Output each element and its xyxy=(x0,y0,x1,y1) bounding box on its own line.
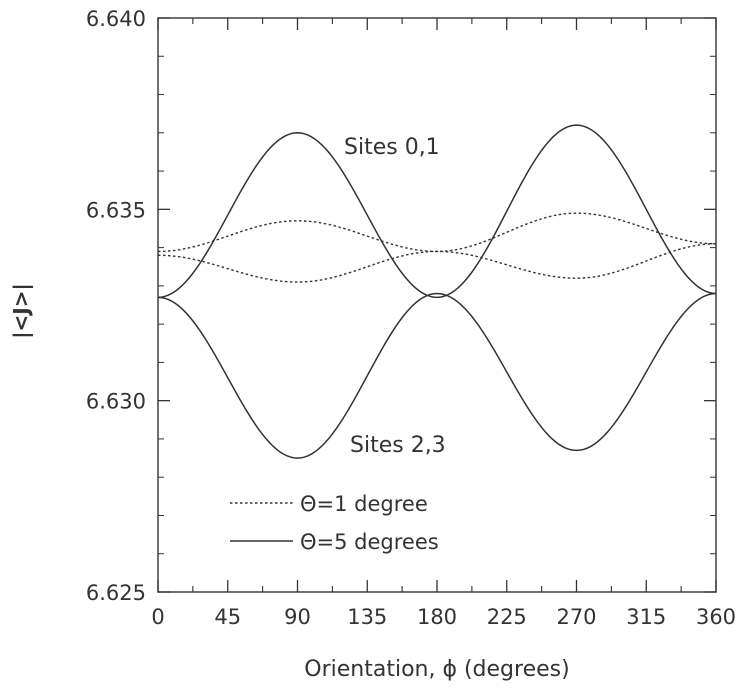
axes: 0 45 90 135 180 225 270 315 360 6.625 6.630 6.635 6.… xyxy=(86,7,736,629)
series-line-3 xyxy=(157,243,717,283)
x-axis-label: Orientation, ϕ (degrees) xyxy=(304,657,569,682)
x-tick-label: 270 xyxy=(556,605,596,629)
annotation-sites-0-1: Sites 0,1 xyxy=(344,135,440,160)
y-tick-label: 6.630 xyxy=(86,390,146,414)
x-tick-label: 90 xyxy=(284,605,311,629)
x-tick-label: 180 xyxy=(417,605,457,629)
y-axis-label: |<J>| xyxy=(9,283,33,339)
series-line-1 xyxy=(157,292,717,459)
legend: Θ=1 degree Θ=5 degrees xyxy=(230,492,439,554)
y-tick-label: 6.625 xyxy=(86,581,146,605)
x-tick-label: 45 xyxy=(214,605,241,629)
x-tick-label: 225 xyxy=(487,605,527,629)
annotation-sites-2-3: Sites 2,3 xyxy=(350,433,446,458)
x-tick-label: 0 xyxy=(151,605,164,629)
plot-frame xyxy=(157,17,717,593)
y-tick-label: 6.635 xyxy=(86,198,146,222)
y-tick-label: 6.640 xyxy=(86,7,146,31)
series-group xyxy=(157,124,717,459)
series-line-0 xyxy=(157,124,717,299)
legend-label-theta-1: Θ=1 degree xyxy=(300,492,428,516)
x-tick-label: 315 xyxy=(626,605,666,629)
x-tick-label: 360 xyxy=(696,605,736,629)
x-tick-label: 135 xyxy=(347,605,387,629)
series-line-2 xyxy=(157,212,717,253)
labels-group: Orientation, ϕ (degrees) |<J>| Sites 0,1… xyxy=(9,135,570,682)
legend-label-theta-5: Θ=5 degrees xyxy=(300,530,439,554)
